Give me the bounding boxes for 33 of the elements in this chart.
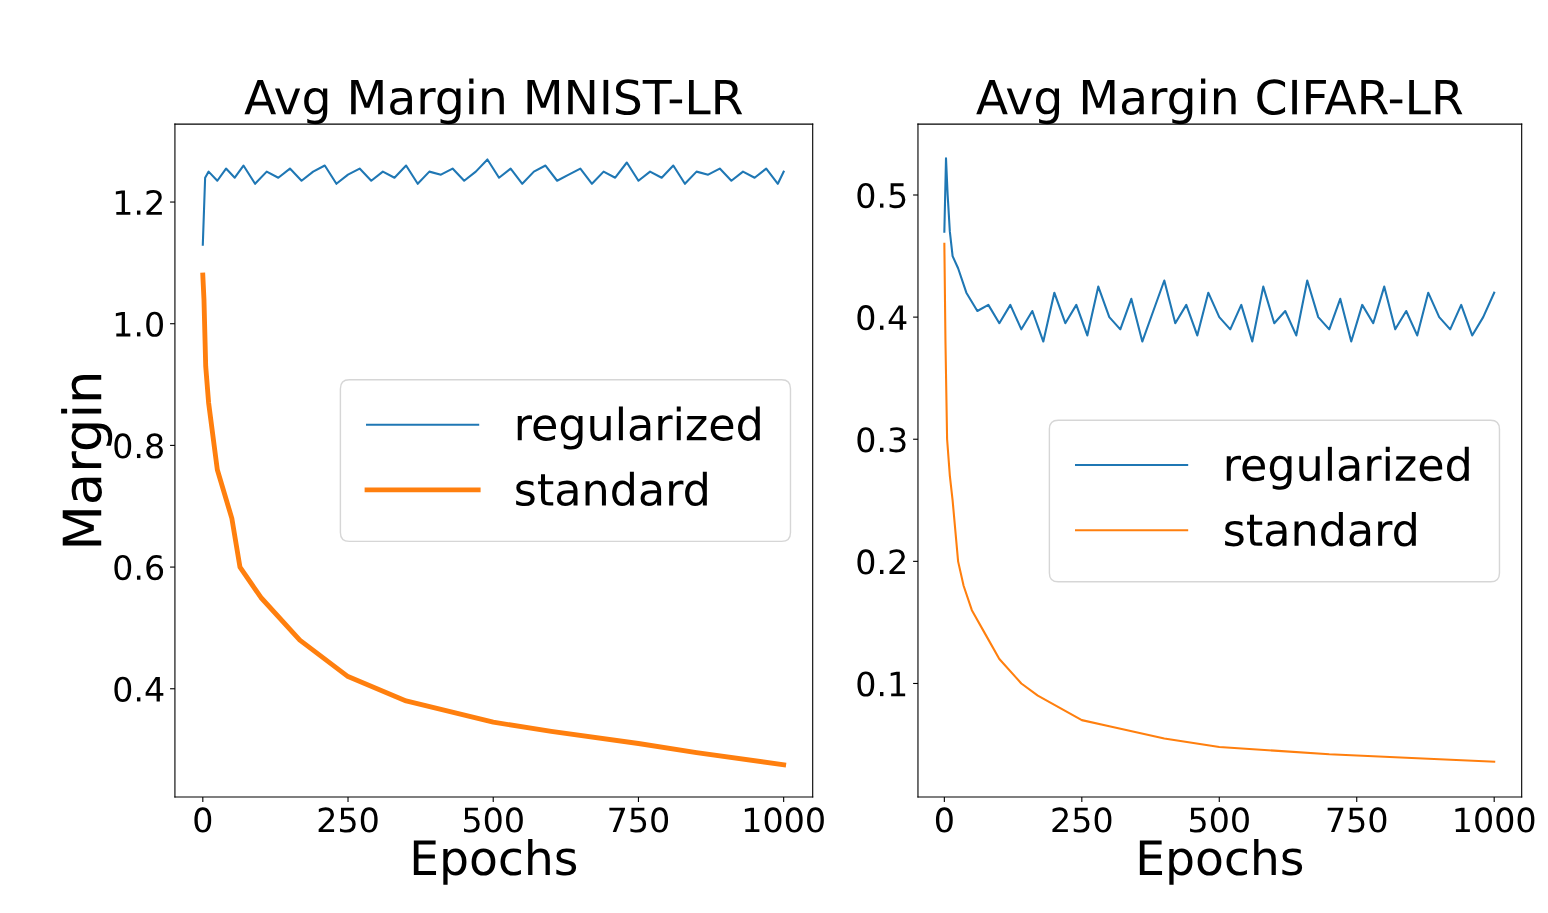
- x-tick-label: 250: [318, 807, 378, 833]
- x-tick-label: 500: [1190, 807, 1249, 833]
- line-series: [943, 157, 1496, 343]
- x-axis-title: Epochs: [413, 839, 577, 885]
- legend-label: regularized: [1226, 446, 1469, 490]
- y-tick-label: 1.2: [115, 189, 162, 215]
- y-tick-label: 0.4: [857, 305, 907, 331]
- x-tick-label: 250: [1052, 807, 1112, 833]
- line-series: [201, 158, 785, 246]
- y-tick-label: 0.3: [857, 427, 906, 453]
- legend-label: standard: [516, 471, 707, 507]
- x-tick-label: 750: [1327, 807, 1387, 833]
- x-tick-label: 0: [194, 807, 212, 833]
- x-axis-title: Epochs: [1139, 839, 1303, 885]
- x-tick-label: 750: [609, 807, 669, 833]
- y-tick-label: 0.1: [857, 671, 906, 697]
- legend-label: standard: [1225, 512, 1416, 547]
- y-tick-label: 0.5: [857, 182, 906, 209]
- chart-title: Avg Margin MNIST-LR: [244, 78, 743, 125]
- chart-title: Avg Margin CIFAR-LR: [976, 78, 1463, 125]
- x-tick-label: 0: [935, 807, 953, 833]
- y-tick-label: 0.6: [114, 555, 164, 581]
- x-tick-label: 1000: [744, 807, 824, 833]
- y-tick-label: 0.4: [114, 676, 164, 702]
- line-series: [943, 242, 1496, 763]
- y-tick-label: 0.8: [114, 433, 163, 459]
- legend-label: regularized: [517, 406, 760, 450]
- y-tick-label: 1.0: [115, 311, 163, 337]
- line-series: [200, 272, 787, 768]
- y-tick-label: 0.2: [857, 549, 905, 575]
- x-tick-label: 1000: [1455, 807, 1535, 833]
- y-axis-title: Margin: [61, 374, 113, 546]
- x-tick-label: 500: [463, 807, 523, 833]
